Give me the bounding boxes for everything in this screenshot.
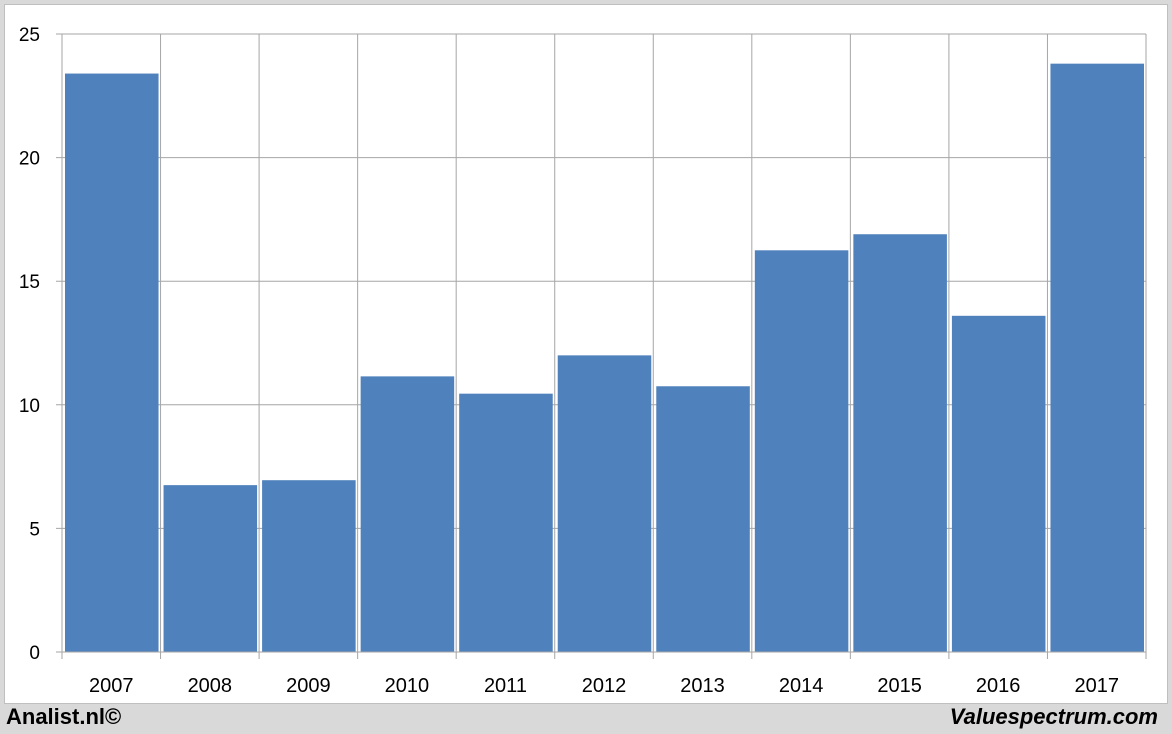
x-tick-label: 2007	[89, 675, 134, 697]
x-tick-label: 2017	[1074, 675, 1119, 697]
bar-2010	[360, 376, 455, 652]
bar-2017	[1050, 63, 1144, 652]
x-tick-label: 2015	[877, 675, 922, 697]
y-tick-label: 10	[19, 396, 40, 417]
bar-2008	[163, 485, 258, 652]
bar-2009	[262, 480, 356, 652]
bar-2012	[557, 355, 652, 652]
bar-2016	[951, 315, 1046, 652]
x-tick-label: 2008	[188, 675, 233, 697]
bar-2011	[459, 393, 553, 652]
x-tick-label: 2014	[779, 675, 824, 697]
x-tick-label: 2011	[484, 675, 527, 697]
y-tick-label: 25	[19, 25, 40, 46]
bar-2013	[656, 386, 750, 652]
valuespectrum-credit: Valuespectrum.com	[949, 704, 1158, 729]
x-tick-label: 2009	[286, 675, 331, 697]
y-tick-label: 0	[29, 643, 40, 664]
x-tick-label: 2012	[582, 675, 627, 697]
bar-2007	[65, 73, 159, 652]
analist-credit: Analist.nl©	[6, 704, 122, 729]
y-tick-label: 15	[19, 272, 40, 293]
bar-2014	[754, 250, 849, 653]
x-tick-label: 2013	[680, 675, 725, 697]
x-tick-label: 2016	[976, 675, 1021, 697]
x-tick-label: 2010	[385, 675, 430, 697]
bar-2015	[853, 234, 947, 652]
y-tick-label: 20	[19, 149, 40, 170]
y-tick-label: 5	[29, 519, 40, 540]
